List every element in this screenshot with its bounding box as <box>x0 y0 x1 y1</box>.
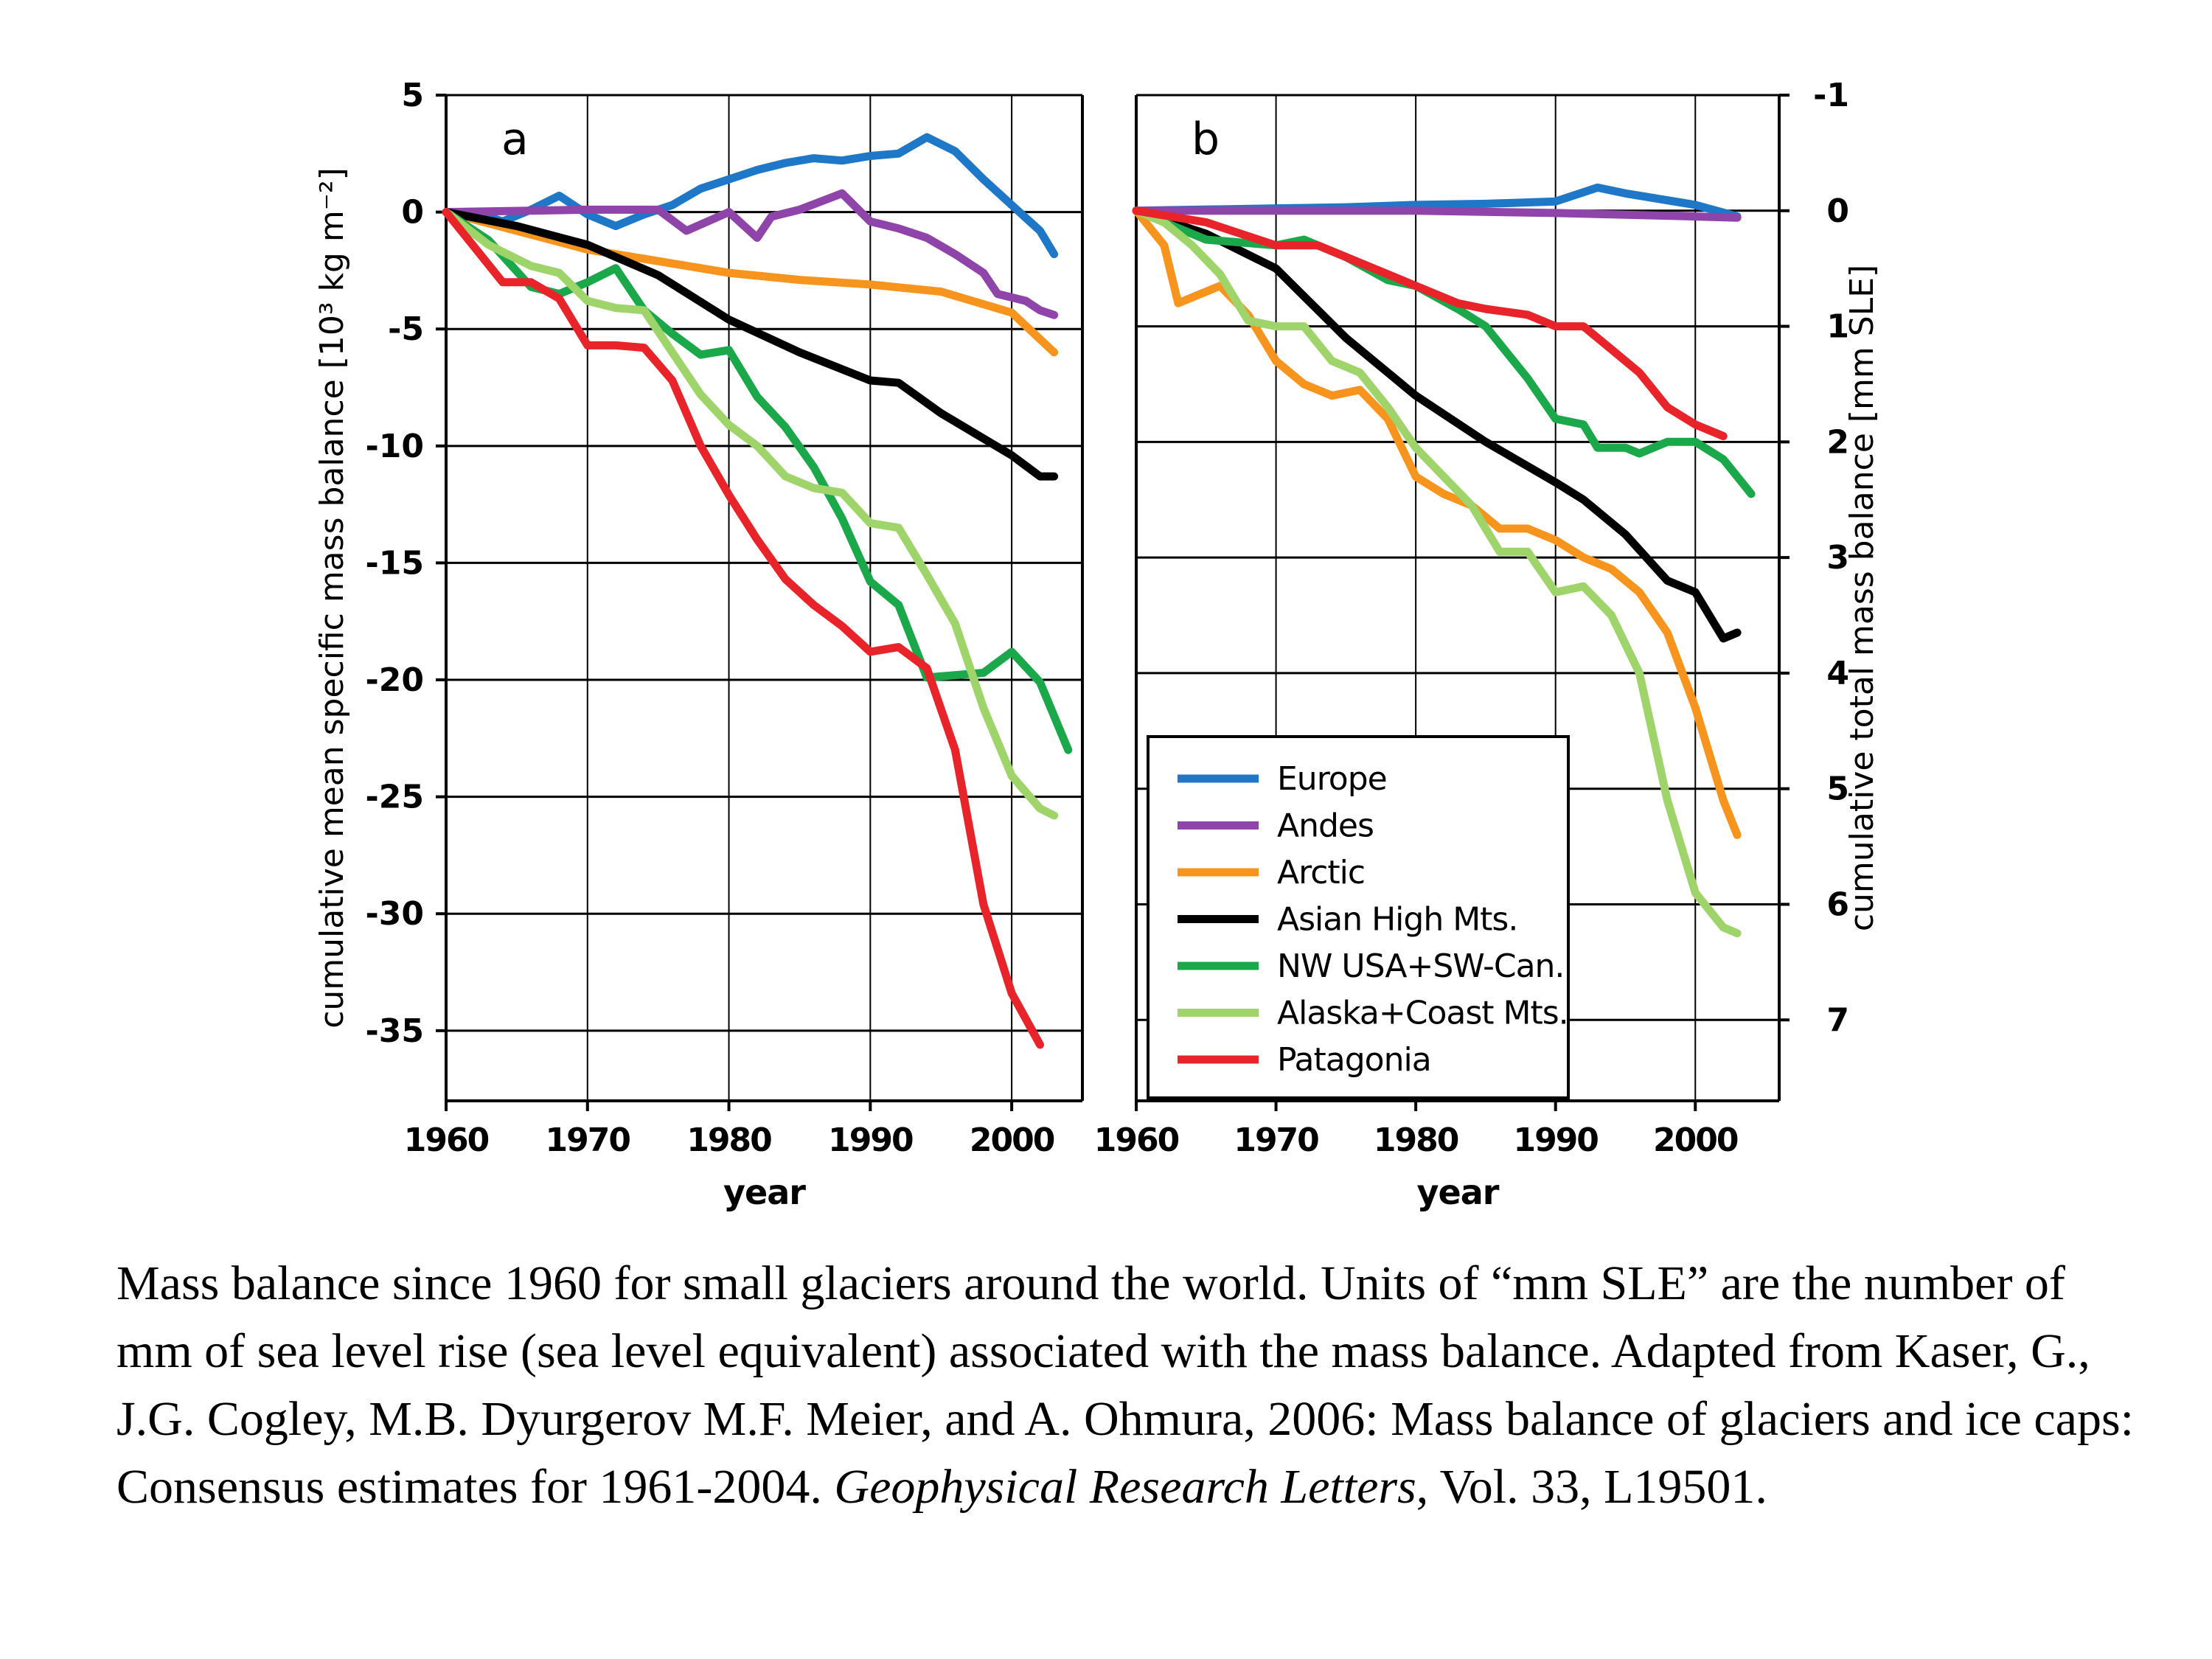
caption-reference: , Vol. 33, L19501. <box>1416 1460 1767 1514</box>
legend-label: Andes <box>1277 807 1374 845</box>
series-line-alaska-coast-mts- <box>442 208 1059 820</box>
series-line-arctic <box>442 208 1059 357</box>
y-tick-label: 0 <box>1826 192 1849 230</box>
y-tick-label: 1 <box>1826 308 1849 346</box>
x-tick-label: 1990 <box>1513 1121 1598 1159</box>
legend-label: NW USA+SW-Can. <box>1277 947 1564 985</box>
y-axis-title: cumulative total mass balance [mm SLE] <box>1843 265 1881 931</box>
caption-text: Mass balance since 1960 for small glacie… <box>116 1256 2135 1514</box>
y-tick-label: 2 <box>1826 423 1849 461</box>
y-tick-label: -35 <box>366 1012 425 1050</box>
x-tick-label: 1960 <box>1094 1121 1179 1159</box>
legend-label: Arctic <box>1277 854 1365 891</box>
x-tick-label: 1960 <box>404 1121 489 1159</box>
y-tick-label: 6 <box>1826 886 1849 923</box>
y-tick-label: -15 <box>366 544 425 582</box>
y-tick-label: -25 <box>366 779 425 816</box>
x-tick-label: 1980 <box>1374 1121 1458 1159</box>
y-tick-label: -10 <box>366 428 425 465</box>
legend: Europe Andes Arctic Asian High Mts. NW USA+S… <box>1147 735 1570 1099</box>
panel-letter: b <box>1192 114 1220 165</box>
x-tick-label: 1970 <box>1234 1121 1318 1159</box>
y-tick-label: -30 <box>366 895 425 933</box>
y-tick-label: 4 <box>1826 655 1849 692</box>
x-axis-title: year <box>1417 1172 1500 1212</box>
legend-label: Alaska+Coast Mts. <box>1277 995 1568 1032</box>
caption-journal: Geophysical Research Letters <box>834 1460 1416 1514</box>
x-tick-label: 1980 <box>686 1121 771 1159</box>
series-line-patagonia <box>1132 206 1728 440</box>
x-axis-title: year <box>723 1172 806 1212</box>
x-tick-label: 2000 <box>1653 1121 1738 1159</box>
y-tick-label: -5 <box>388 310 424 348</box>
y-tick-label: -1 <box>1813 77 1849 114</box>
panel-b: 1960 1970 1980 1990 2000 year -1 0 1 2 3 4 5 6 7 cumula… <box>1094 77 1881 1212</box>
y-axis-title: cumulative mean specific mass balance [1… <box>313 167 351 1029</box>
y-tick-label: -20 <box>366 661 425 699</box>
x-tick-label: 2000 <box>970 1121 1054 1159</box>
series-line-andes <box>442 189 1059 319</box>
legend-label: Asian High Mts. <box>1277 901 1517 939</box>
figure-caption: Mass balance since 1960 for small glacie… <box>116 1250 2152 1521</box>
y-tick-label: 3 <box>1826 539 1849 577</box>
legend-label: Europe <box>1277 760 1387 798</box>
series-line-arctic <box>1132 206 1742 839</box>
series-line-europe <box>442 133 1059 259</box>
series-line-nw-usa-sw-can- <box>442 208 1073 754</box>
series-line-alaska-coast-mts- <box>1132 206 1742 938</box>
y-tick-label: 7 <box>1826 1001 1849 1039</box>
legend-label: Patagonia <box>1277 1041 1431 1079</box>
series-line-nw-usa-sw-can- <box>1132 206 1756 498</box>
y-tick-label: 5 <box>1826 771 1849 808</box>
series-line-asian-high-mts- <box>442 208 1059 481</box>
series-line-asian-high-mts- <box>1132 206 1742 643</box>
series-line-andes <box>1132 206 1742 222</box>
series-line-patagonia <box>442 208 1044 1049</box>
y-tick-label: 0 <box>401 194 424 232</box>
panel-a: 1960 1970 1980 1990 2000 year 5 0 -5 -10 -15 -20 -25… <box>313 77 1084 1212</box>
x-tick-label: 1990 <box>828 1121 913 1159</box>
y-tick-label: 5 <box>401 77 424 114</box>
x-tick-label: 1970 <box>546 1121 630 1159</box>
panel-letter: a <box>501 114 529 165</box>
